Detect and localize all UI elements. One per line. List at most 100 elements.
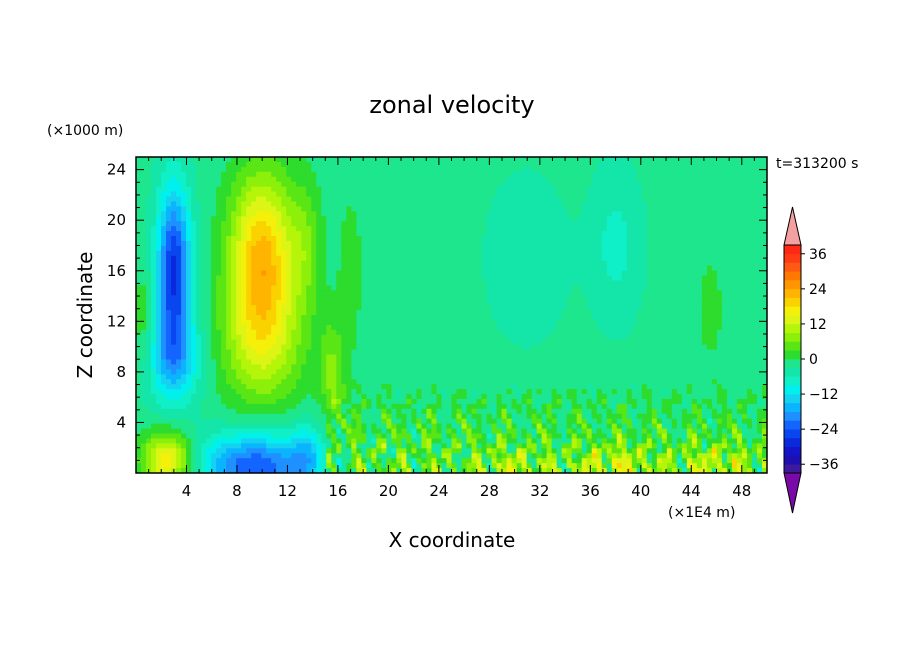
field-cell <box>416 389 423 395</box>
field-cell <box>471 181 478 188</box>
field-cell <box>336 349 342 356</box>
field-cell <box>316 428 322 435</box>
field-cell <box>311 191 317 198</box>
field-cell <box>301 290 307 296</box>
field-cell <box>436 458 443 464</box>
field-cell <box>506 468 513 473</box>
field-cell <box>246 171 252 178</box>
field-cell <box>431 226 438 232</box>
field-cell <box>316 201 322 207</box>
field-cell <box>521 344 528 351</box>
field-cell <box>221 181 227 188</box>
field-cell <box>356 315 362 321</box>
field-cell <box>436 176 443 183</box>
field-cell <box>426 260 433 267</box>
field-cell <box>391 408 398 415</box>
field-cell <box>336 265 342 272</box>
field-cell <box>226 458 232 464</box>
field-cell <box>291 428 297 435</box>
field-cell <box>386 389 393 395</box>
field-cell <box>371 379 377 385</box>
field-cell <box>201 389 207 395</box>
field-cell <box>196 379 202 385</box>
field-cell <box>361 236 367 242</box>
field-cell <box>271 216 277 222</box>
field-cell <box>221 290 227 296</box>
field-cell <box>156 186 162 193</box>
field-cell <box>241 255 247 262</box>
field-cell <box>516 423 523 430</box>
field-cell <box>166 423 172 430</box>
field-cell <box>411 226 418 232</box>
field-cell <box>226 428 232 435</box>
field-cell <box>481 191 488 198</box>
field-cell <box>201 216 207 222</box>
field-cell <box>371 305 377 311</box>
field-cell <box>431 260 438 267</box>
field-cell <box>371 236 377 242</box>
field-cell <box>186 300 192 306</box>
field-cell <box>331 394 337 400</box>
field-cell <box>381 221 387 227</box>
field-cell <box>206 300 212 306</box>
field-cell <box>216 398 222 405</box>
field-cell <box>441 403 448 410</box>
field-cell <box>431 398 438 405</box>
field-cell <box>146 181 152 188</box>
field-cell <box>411 468 418 473</box>
field-cell <box>306 403 312 410</box>
field-cell <box>511 236 518 242</box>
field-cell <box>161 438 167 444</box>
field-cell <box>191 339 197 346</box>
field-cell <box>281 221 287 227</box>
field-cell <box>211 161 217 168</box>
field-cell <box>281 384 287 390</box>
field-cell <box>141 310 147 316</box>
field-cell <box>271 245 277 252</box>
field-cell <box>276 176 282 183</box>
field-cell <box>306 221 312 227</box>
field-cell <box>191 423 197 430</box>
field-cell <box>141 458 147 464</box>
field-cell <box>351 310 357 316</box>
field-cell <box>146 354 152 361</box>
field-cell <box>456 285 463 291</box>
field-cell <box>496 403 503 410</box>
field-cell <box>441 290 448 296</box>
field-cell <box>431 433 438 440</box>
field-cell <box>246 310 252 316</box>
field-cell <box>376 270 382 277</box>
field-cell <box>381 211 387 217</box>
field-cell <box>211 176 217 183</box>
field-cell <box>321 236 327 242</box>
field-cell <box>221 176 227 183</box>
field-cell <box>406 453 413 459</box>
field-cell <box>161 275 167 282</box>
field-cell <box>151 339 157 346</box>
field-cell <box>301 438 307 444</box>
field-cell <box>481 201 488 207</box>
field-cell <box>411 379 418 385</box>
field-cell <box>301 226 307 232</box>
field-cell <box>311 374 317 380</box>
field-cell <box>431 275 438 282</box>
field-cell <box>311 315 317 321</box>
field-cell <box>206 191 212 198</box>
field-cell <box>411 389 418 395</box>
field-cell <box>516 443 523 449</box>
field-cell <box>521 443 528 449</box>
field-cell <box>256 408 262 415</box>
field-cell <box>441 394 448 400</box>
field-cell <box>246 226 252 232</box>
field-cell <box>326 433 332 440</box>
field-cell <box>481 300 488 306</box>
field-cell <box>486 310 493 316</box>
field-cell <box>476 270 483 277</box>
field-cell <box>346 285 352 291</box>
field-cell <box>206 245 212 252</box>
field-cell <box>266 329 272 336</box>
field-cell <box>461 394 468 400</box>
field-cell <box>246 201 252 207</box>
field-cell <box>461 300 468 306</box>
field-cell <box>246 285 252 291</box>
